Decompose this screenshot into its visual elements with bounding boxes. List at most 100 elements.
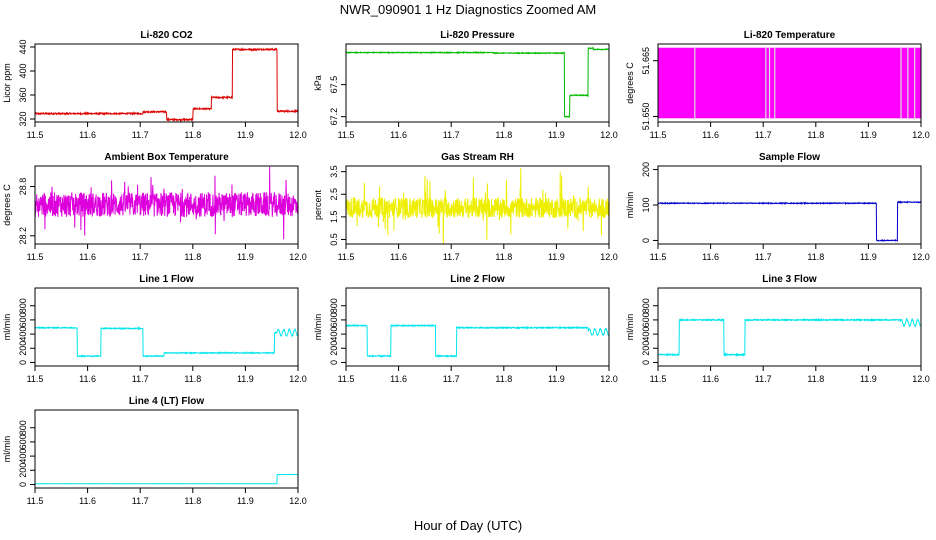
panel-y-axis-label: ml/min <box>625 314 635 341</box>
panel-9: Line 4 (LT) Flow ml/min 11.5 11.6 11.7 11.8 11… <box>2 396 307 506</box>
panel-y-axis-label: degrees C <box>625 62 635 104</box>
x-tick-label: 11.8 <box>184 130 201 140</box>
x-tick-label: 11.6 <box>702 130 719 140</box>
y-tick-label: 440 <box>18 39 28 54</box>
panel-title: Line 3 Flow <box>762 274 817 285</box>
panel-frame <box>345 43 610 123</box>
data-series-line <box>35 47 298 122</box>
panel-frame <box>657 43 922 123</box>
x-tick-label: 11.5 <box>338 374 355 384</box>
x-tick-label: 11.7 <box>132 130 149 140</box>
panel-1: Li-820 Pressure kPa 11.5 11.6 11.7 11.8 11.9 12… <box>313 30 618 140</box>
x-tick-label: 11.6 <box>702 374 719 384</box>
y-tick-label: 400 <box>329 327 339 342</box>
panel-6: Line 1 Flow ml/min 11.5 11.6 11.7 11.8 11.9 12.… <box>2 274 307 384</box>
data-series-line <box>658 317 921 358</box>
y-tick-label: 800 <box>641 298 651 313</box>
x-tick-label: 11.6 <box>79 374 96 384</box>
panel-data <box>35 473 298 485</box>
x-tick-label: 11.5 <box>27 252 44 262</box>
panel-data <box>658 317 921 358</box>
y-tick-label: 200 <box>641 341 651 356</box>
data-series-line <box>35 326 298 358</box>
figure-x-axis-label: Hour of Day (UTC) <box>413 518 523 533</box>
x-tick-label: 11.6 <box>79 496 96 506</box>
y-tick-label: 400 <box>18 449 28 464</box>
x-tick-label: 11.9 <box>860 374 877 384</box>
panel-frame <box>34 165 299 245</box>
y-tick-label: 600 <box>18 312 28 327</box>
panel-frame <box>345 287 610 367</box>
x-tick-label: 12.0 <box>289 374 307 384</box>
x-tick-label: 11.9 <box>237 130 254 140</box>
x-tick-label: 11.7 <box>755 374 772 384</box>
x-tick-label: 11.5 <box>27 130 44 140</box>
x-tick-label: 11.8 <box>495 130 512 140</box>
panel-frame <box>345 165 610 245</box>
panel-title: Li-820 Temperature <box>744 30 836 41</box>
panel-3: Ambient Box Temperature degrees C 11.5 11.6… <box>2 152 307 262</box>
x-tick-label: 11.8 <box>184 374 201 384</box>
panel-frame <box>657 165 922 245</box>
panel-data <box>346 46 609 118</box>
y-tick-label: 360 <box>18 87 28 102</box>
y-tick-label: 3.5 <box>329 165 339 178</box>
panel-2: Li-820 Temperature degrees C 11.5 11.6 11.7 1… <box>625 30 930 140</box>
panel-title: Line 2 Flow <box>450 274 505 285</box>
data-series-line <box>35 473 298 485</box>
x-tick-label: 11.5 <box>650 374 667 384</box>
x-tick-label: 11.7 <box>443 374 460 384</box>
y-tick-label: 51.665 <box>641 47 651 75</box>
y-tick-label: 100 <box>641 197 651 212</box>
panel-8: Line 3 Flow ml/min 11.5 11.6 11.7 11.8 11.9 12.… <box>625 274 930 384</box>
x-tick-label: 11.8 <box>184 496 201 506</box>
panel-data <box>35 47 298 122</box>
x-tick-label: 11.5 <box>338 252 355 262</box>
panel-title: Li-820 Pressure <box>440 30 515 41</box>
panel-data <box>346 168 609 244</box>
data-series-line <box>35 166 298 240</box>
x-tick-label: 11.5 <box>27 496 44 506</box>
x-tick-label: 11.7 <box>132 374 149 384</box>
x-tick-label: 12.0 <box>600 374 618 384</box>
y-tick-label: 200 <box>18 463 28 478</box>
x-tick-label: 11.7 <box>132 252 149 262</box>
y-tick-label: 67.5 <box>329 76 339 94</box>
y-tick-label: 0 <box>18 360 28 365</box>
panel-y-axis-label: ml/min <box>625 192 635 219</box>
x-tick-label: 11.6 <box>390 374 407 384</box>
y-tick-label: 51.650 <box>641 103 651 131</box>
panel-0: Li-820 CO2 Licor ppm 11.5 11.6 11.7 11.8 11.9 1… <box>2 30 307 140</box>
x-tick-label: 12.0 <box>912 374 930 384</box>
panel-data <box>658 47 921 119</box>
x-tick-label: 11.6 <box>79 130 96 140</box>
x-tick-label: 12.0 <box>600 130 618 140</box>
x-tick-label: 11.6 <box>79 252 96 262</box>
y-tick-label: 800 <box>329 298 339 313</box>
panel-frame <box>34 409 299 489</box>
y-tick-label: 0.5 <box>329 233 339 246</box>
x-tick-label: 11.5 <box>338 130 355 140</box>
panel-title: Sample Flow <box>759 152 820 163</box>
x-tick-label: 11.7 <box>132 496 149 506</box>
x-tick-label: 11.9 <box>548 130 565 140</box>
y-tick-label: 28.8 <box>18 178 28 196</box>
y-tick-label: 320 <box>18 111 28 126</box>
x-tick-label: 11.5 <box>27 374 44 384</box>
x-tick-label: 12.0 <box>289 496 307 506</box>
x-tick-label: 11.5 <box>650 130 667 140</box>
panel-title: Li-820 CO2 <box>140 30 193 41</box>
x-tick-label: 11.8 <box>495 252 512 262</box>
x-tick-label: 11.9 <box>548 252 565 262</box>
panel-y-axis-label: percent <box>313 189 323 220</box>
panel-data <box>658 200 921 243</box>
panel-y-axis-label: ml/min <box>2 436 12 463</box>
x-tick-label: 12.0 <box>289 130 307 140</box>
panel-frame <box>657 287 922 367</box>
y-tick-label: 28.2 <box>18 227 28 245</box>
y-tick-label: 200 <box>329 341 339 356</box>
y-tick-label: 0 <box>641 238 651 243</box>
y-tick-label: 400 <box>641 327 651 342</box>
x-tick-label: 11.5 <box>650 252 667 262</box>
